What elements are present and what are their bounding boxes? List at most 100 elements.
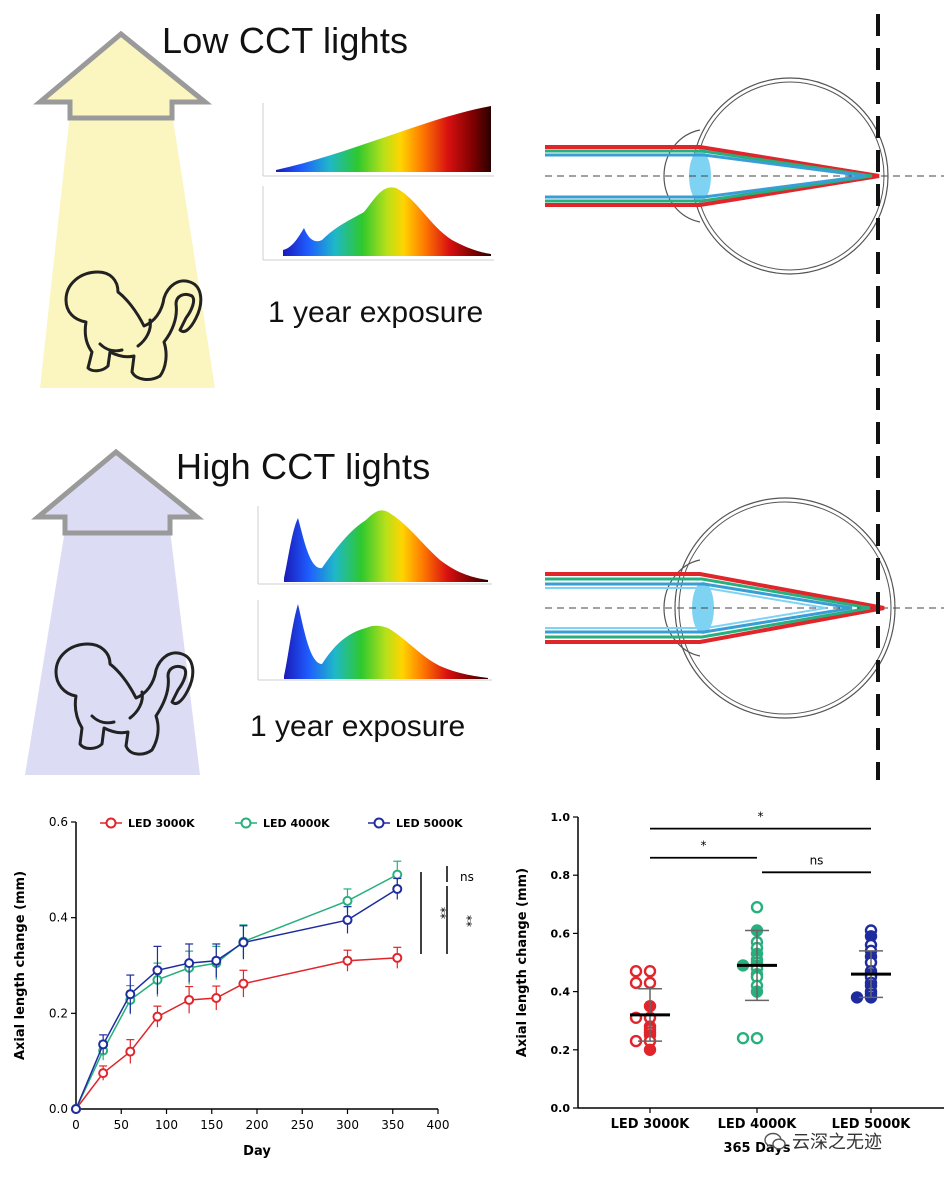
data-point — [152, 1011, 163, 1022]
legend-marker — [105, 817, 117, 829]
wechat-icon — [764, 1132, 786, 1150]
low-exposure-label: 1 year exposure — [268, 296, 484, 329]
data-point — [184, 958, 195, 969]
data-point — [629, 976, 643, 990]
data-point — [211, 993, 222, 1004]
data-point — [342, 895, 353, 906]
x-tick-label: 150 — [200, 1118, 223, 1132]
legend-item: LED 5000K — [368, 817, 463, 830]
y-axis-title: Axial length change (mm) — [13, 871, 28, 1060]
data-point — [342, 955, 353, 966]
x-axis-title: Day — [243, 1144, 271, 1159]
y-tick-label: 0.4 — [49, 911, 68, 925]
y-tick-label: 0.6 — [551, 927, 571, 940]
data-point — [211, 955, 222, 966]
data-point — [392, 952, 403, 963]
x-tick-label: 350 — [381, 1118, 404, 1132]
significance-label: ** — [460, 915, 474, 927]
y-tick-label: 0.0 — [551, 1102, 571, 1115]
significance-label: ns — [460, 870, 474, 884]
data-point — [342, 915, 353, 926]
x-tick-label: 300 — [336, 1118, 359, 1132]
data-point — [152, 965, 163, 976]
legend-marker — [373, 817, 385, 829]
x-tick-label: 200 — [246, 1118, 269, 1132]
significance-label: ** — [434, 907, 448, 919]
y-tick-label: 0.2 — [49, 1006, 68, 1020]
y-tick-label: 0.6 — [49, 815, 68, 829]
legend-item: LED 4000K — [235, 817, 330, 830]
x-tick-label: 250 — [291, 1118, 314, 1132]
data-point — [98, 1068, 109, 1079]
data-point — [238, 937, 249, 948]
x-tick-label: 0 — [72, 1118, 80, 1132]
low-cct-panel — [33, 30, 944, 388]
data-point — [184, 994, 195, 1005]
y-tick-label: 0.2 — [551, 1044, 571, 1057]
x-tick-label: 400 — [427, 1118, 450, 1132]
low-spectrum-bottom — [262, 186, 494, 261]
y-axis-title: Axial length change (mm) — [515, 868, 530, 1057]
x-tick-label: LED 5000K — [832, 1117, 912, 1132]
group-led-3000k — [629, 965, 670, 1057]
y-tick-label: 0.0 — [49, 1102, 68, 1116]
x-tick-label: LED 3000K — [611, 1117, 691, 1132]
series-led-5000k — [71, 877, 403, 1114]
high-spectrum-top — [257, 506, 492, 585]
low-eye-diagram — [545, 77, 944, 275]
high-cct-title: High CCT lights — [176, 446, 431, 487]
group-led-5000k — [850, 924, 891, 1004]
x-tick-label: 50 — [114, 1118, 129, 1132]
low-spectrum-top — [262, 103, 494, 177]
y-tick-label: 1.0 — [551, 811, 571, 824]
comparison: ns — [762, 853, 871, 874]
data-point — [643, 976, 657, 990]
y-tick-label: 0.4 — [551, 986, 571, 999]
high-eye-diagram — [545, 497, 944, 719]
high-exposure-label: 1 year exposure — [250, 710, 466, 743]
data-point — [750, 1031, 764, 1045]
legend-label: LED 5000K — [396, 817, 463, 830]
legend-marker — [240, 817, 252, 829]
data-point — [98, 1039, 109, 1050]
group-led-4000k — [736, 901, 777, 1045]
data-point — [736, 1031, 750, 1045]
axial-length-line-chart: 0 50 100 150 200 250 300 350 400 0.0 0.2 0.4 0.6 Day A… — [13, 815, 474, 1159]
data-point — [750, 901, 764, 914]
x-tick-label: 100 — [155, 1118, 178, 1132]
data-point — [643, 965, 657, 978]
data-point — [125, 989, 136, 1000]
series-line — [75, 873, 398, 1110]
data-point — [238, 978, 249, 989]
series-line — [75, 957, 398, 1110]
high-spectrum-bottom — [257, 600, 492, 681]
data-point — [643, 1043, 657, 1057]
high-cct-panel — [25, 448, 944, 775]
axial-length-scatter-chart: 0.0 0.2 0.4 0.6 0.8 1.0 LED 3000K LED 4000K LED … — [515, 810, 944, 1156]
high-monkey-icon — [54, 642, 195, 756]
low-cct-title: Low CCT lights — [162, 20, 409, 61]
low-monkey-icon — [64, 270, 203, 381]
comparison-label: * — [701, 839, 707, 853]
high-lamp-icon — [31, 448, 205, 536]
low-light-beam — [40, 113, 215, 388]
data-point — [629, 965, 643, 978]
x-tick-label: LED 4000K — [718, 1117, 798, 1132]
comparison-label: ns — [810, 853, 824, 867]
watermark: 云深之无迹 — [764, 1128, 882, 1154]
comparison: * — [650, 810, 871, 830]
data-point — [71, 1104, 81, 1114]
comparison: * — [650, 839, 757, 859]
comparison-label: * — [758, 810, 764, 824]
legend-item: LED 3000K — [100, 817, 195, 830]
low-lamp-icon — [33, 30, 213, 121]
data-point — [392, 883, 403, 894]
data-point — [125, 1046, 136, 1057]
y-tick-label: 0.8 — [551, 869, 571, 882]
watermark-text: 云深之无迹 — [792, 1132, 882, 1153]
legend-label: LED 3000K — [128, 817, 195, 830]
series-led-3000k — [71, 946, 403, 1114]
legend-label: LED 4000K — [263, 817, 330, 830]
data-point — [392, 869, 403, 880]
